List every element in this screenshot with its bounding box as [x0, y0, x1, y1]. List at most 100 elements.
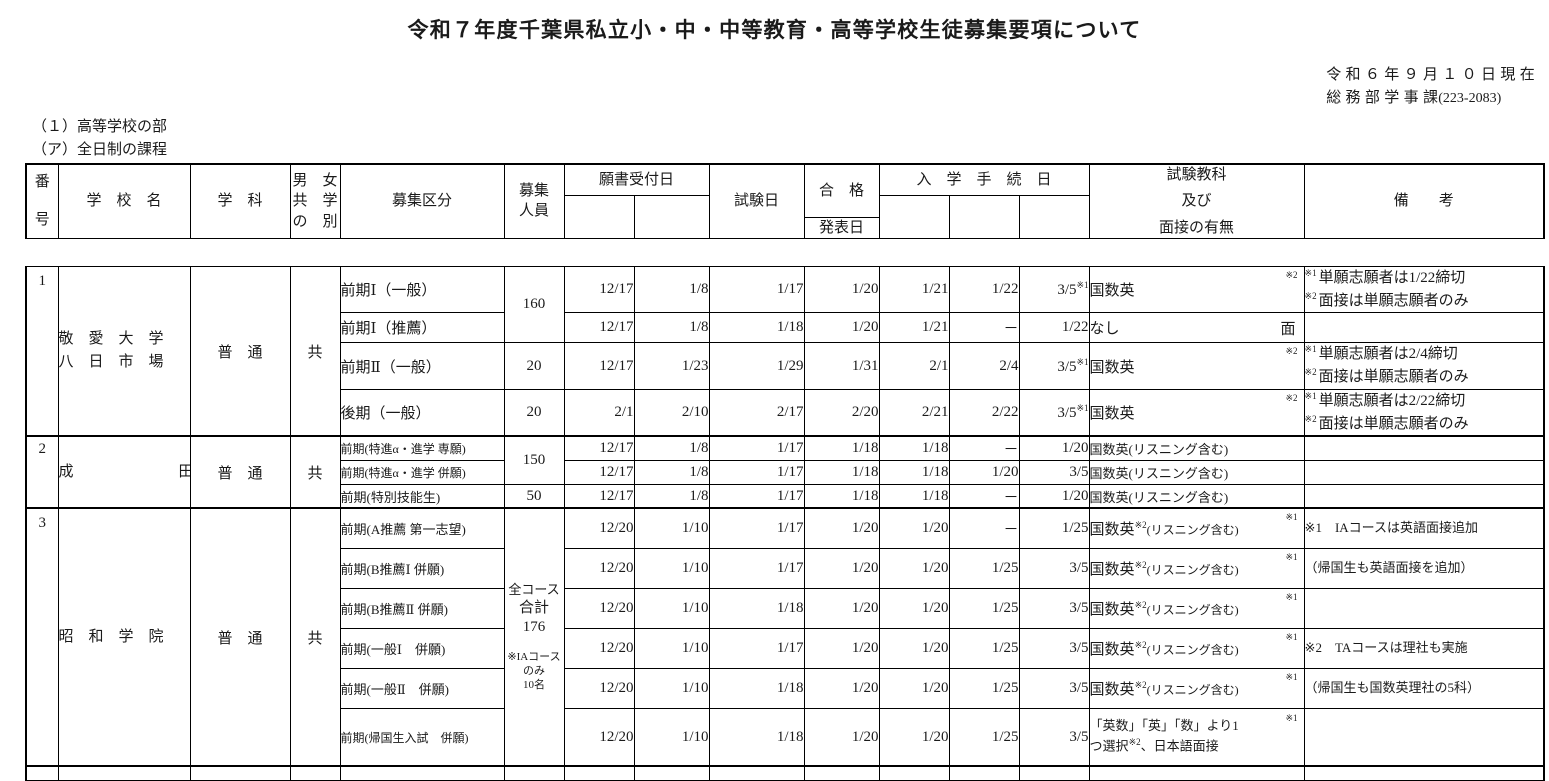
recruit-capacity: 50 [503, 483, 565, 509]
app-start-date: 12/17 [563, 342, 635, 390]
enroll-deposit-date: － [948, 435, 1020, 461]
table-header-row-2 [26, 195, 1544, 239]
row-remarks: ※1 単願志願者は2/22締切 ※2 面接は単願志願者のみ [1303, 388, 1546, 437]
enroll-final-date [1018, 765, 1090, 781]
app-end-date: 1/8 [633, 459, 710, 485]
exam-date: 1/18 [708, 707, 805, 767]
enroll-deposit-date: 1/22 [948, 265, 1020, 314]
enroll-deposit-date [948, 765, 1020, 781]
app-start-date: 12/20 [563, 707, 635, 767]
school-department: 普 通 [189, 507, 291, 767]
recruit-capacity: 160 [503, 265, 565, 344]
table-row-partial [25, 765, 1546, 781]
header-exam-date: 試験日 [708, 162, 805, 239]
exam-subjects: 国数英(リスニング含む) [1088, 435, 1305, 461]
row-number: 1 [25, 265, 59, 437]
row-remarks [1303, 765, 1546, 781]
exam-subjects: 国数英※2(リスニング含む) ※1 [1088, 627, 1305, 669]
recruit-category: 前期Ⅰ（一般） [339, 265, 505, 314]
row-remarks [1303, 587, 1546, 629]
enroll-deposit-date: 1/25 [948, 547, 1020, 589]
header-gender: 男 女 共 学 の 別 [289, 162, 341, 239]
meta-date: 令 和 ６ 年 ９ 月 １ ０ 日 現 在 [1326, 67, 1535, 83]
enroll-deposit-date: 1/25 [948, 707, 1020, 767]
document-meta: 令 和 ６ 年 ９ 月 １ ０ 日 現 在 総 務 部 学 事 課(223-20… [1326, 64, 1535, 111]
exam-subjects: 国数英(リスニング含む) [1088, 459, 1305, 485]
header-app-spacer-left [563, 195, 635, 239]
school-gender: 共 [289, 507, 341, 767]
row-remarks: ※1 単願志願者は1/22締切 ※2 面接は単願志願者のみ [1303, 265, 1546, 314]
app-end-date: 1/10 [633, 627, 710, 669]
exam-subjects: 国数英※2(リスニング含む) ※1 [1088, 507, 1305, 549]
enroll-start-date: 1/18 [878, 483, 950, 509]
app-end-date: 1/10 [633, 547, 710, 589]
enroll-start-date: 1/21 [878, 265, 950, 314]
header-application-period: 願書受付日 [563, 163, 710, 196]
enroll-start-date: 1/18 [878, 435, 950, 461]
row-remarks: ※1 単願志願者は2/4締切 ※2 面接は単願志願者のみ [1303, 342, 1546, 390]
enroll-final-date: 3/5 [1018, 547, 1090, 589]
enroll-final-date: 1/20 [1018, 483, 1090, 509]
row-remarks: （帰国生も英語面接を追加） [1303, 547, 1546, 589]
table-header-row-1: 番 号 学 校 名 学 科 男 女 共 学 の 別 募集区分 募集 人員 願書受… [25, 162, 1546, 239]
app-end-date: 1/8 [633, 435, 710, 461]
header-app-spacer-right [633, 195, 710, 239]
school-department: 普 通 [189, 435, 291, 509]
recruit-category: 前期(帰国生入試 併願) [339, 707, 505, 767]
exam-subjects: 「英数」「英」「数」より1 つ選択※2、日本語面接 ※1 [1088, 707, 1305, 767]
enroll-start-date: 1/20 [878, 667, 950, 709]
school-department: 普 通 [189, 265, 291, 437]
result-date: 1/20 [803, 587, 880, 629]
school-name: 昭 和 学 院 [57, 507, 191, 767]
enroll-start-date: 2/1 [878, 342, 950, 390]
exam-date: 1/17 [708, 547, 805, 589]
school-name [57, 765, 191, 781]
exam-date: 1/18 [708, 667, 805, 709]
app-start-date: 12/17 [563, 265, 635, 314]
exam-subjects: なし面 [1088, 312, 1305, 344]
header-subjects: 試験教科 及び 面接の有無 [1088, 162, 1305, 239]
app-end-date: 1/10 [633, 507, 710, 549]
meta-telephone: (223-2083) [1438, 91, 1502, 107]
school-name: 敬 愛 大 学 八 日 市 場 [57, 265, 191, 437]
enroll-deposit-date: 2/4 [948, 342, 1020, 390]
result-date: 2/20 [803, 388, 880, 437]
enroll-deposit-date: 1/25 [948, 667, 1020, 709]
row-remarks [1303, 312, 1546, 344]
row-remarks [1303, 435, 1546, 461]
result-date: 1/20 [803, 667, 880, 709]
app-start-date: 12/17 [563, 312, 635, 344]
recruit-category: 前期(一般Ⅱ 併願) [339, 667, 505, 709]
result-date: 1/31 [803, 342, 880, 390]
meta-date-line: 令 和 ６ 年 ９ 月 １ ０ 日 現 在 [1326, 64, 1535, 87]
table-row: 前期(一般Ⅱ 併願) 12/20 1/10 1/18 1/20 1/20 1/2… [26, 667, 1546, 709]
result-date: 1/18 [803, 483, 880, 509]
app-start-date: 12/20 [563, 627, 635, 669]
result-date: 1/20 [803, 627, 880, 669]
enroll-deposit-date: 1/25 [948, 587, 1020, 629]
row-remarks: ※2 TAコースは理社も実施 [1303, 627, 1546, 669]
table-row: 前期Ⅰ（推薦） 12/17 1/8 1/18 1/20 1/21 － 1/22 … [26, 312, 1546, 344]
row-remarks [1303, 483, 1546, 509]
admissions-table-wrapper: 番 号 学 校 名 学 科 男 女 共 学 の 別 募集区分 募集 人員 願書受… [25, 162, 1546, 781]
enroll-final-date: 3/5 [1018, 627, 1090, 669]
header-result-bottom: 発表日 [803, 216, 880, 239]
table-row: 前期(特進α・進学 併願) 12/17 1/8 1/17 1/18 1/18 1… [26, 459, 1546, 485]
table-row: 前期Ⅱ（一般） 20 12/17 1/23 1/29 1/31 2/1 2/4 … [26, 342, 1546, 390]
school-gender: 共 [289, 435, 341, 509]
recruit-category: 前期(B推薦Ⅰ 併願) [339, 547, 505, 589]
result-date: 1/20 [803, 265, 880, 314]
school-department [189, 765, 291, 781]
recruit-capacity-block: 全コース 合計 176 ※IAコース のみ 10名 [503, 507, 565, 767]
recruit-capacity: 20 [503, 388, 565, 437]
header-enroll-spacer-final [1018, 195, 1090, 239]
exam-date: 1/29 [708, 342, 805, 390]
enroll-deposit-date: － [948, 312, 1020, 344]
admissions-table: 番 号 学 校 名 学 科 男 女 共 学 の 別 募集区分 募集 人員 願書受… [25, 162, 1546, 781]
exam-date: 1/17 [708, 435, 805, 461]
exam-subjects: 国数英※2(リスニング含む) ※1 [1088, 667, 1305, 709]
app-start-date: 12/17 [563, 483, 635, 509]
result-date: 1/20 [803, 547, 880, 589]
app-start-date: 12/20 [563, 547, 635, 589]
header-enroll-spacer-start [878, 195, 950, 239]
